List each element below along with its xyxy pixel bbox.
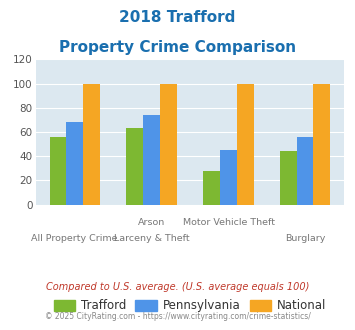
Bar — [66, 122, 83, 205]
Text: Larceny & Theft: Larceny & Theft — [114, 234, 189, 243]
Bar — [237, 83, 253, 205]
Bar — [296, 137, 313, 205]
Text: Motor Vehicle Theft: Motor Vehicle Theft — [182, 218, 274, 227]
Bar — [160, 83, 177, 205]
Legend: Trafford, Pennsylvania, National: Trafford, Pennsylvania, National — [49, 295, 331, 317]
Text: All Property Crime: All Property Crime — [31, 234, 118, 243]
Text: Property Crime Comparison: Property Crime Comparison — [59, 40, 296, 54]
Bar — [313, 83, 330, 205]
Bar — [126, 128, 143, 205]
Text: Compared to U.S. average. (U.S. average equals 100): Compared to U.S. average. (U.S. average … — [46, 282, 309, 292]
Bar — [83, 83, 100, 205]
Text: © 2025 CityRating.com - https://www.cityrating.com/crime-statistics/: © 2025 CityRating.com - https://www.city… — [45, 312, 310, 321]
Text: Burglary: Burglary — [285, 234, 326, 243]
Text: 2018 Trafford: 2018 Trafford — [119, 10, 236, 25]
Text: Arson: Arson — [138, 218, 165, 227]
Bar — [203, 171, 220, 205]
Bar — [143, 115, 160, 205]
Bar — [280, 151, 296, 205]
Bar — [50, 137, 66, 205]
Bar — [220, 150, 237, 205]
